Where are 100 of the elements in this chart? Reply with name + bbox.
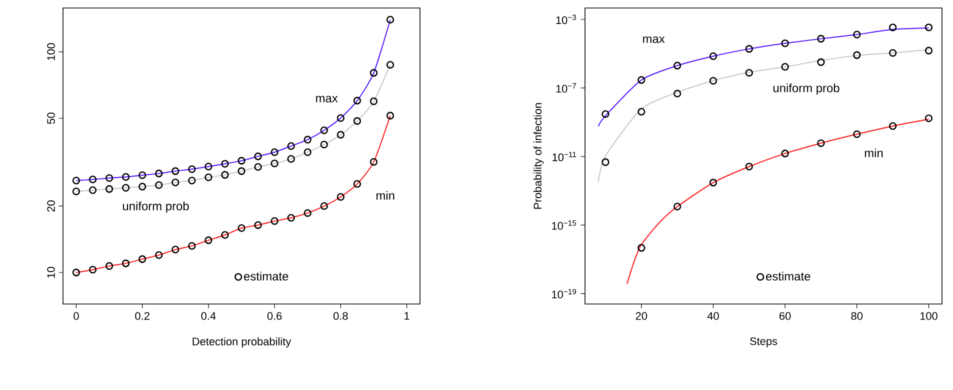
- point: [370, 97, 378, 106]
- point: [105, 262, 114, 270]
- x-tick-label: 40: [707, 312, 719, 320]
- point: [304, 136, 312, 144]
- line-series: [76, 19, 391, 182]
- point: [188, 176, 196, 184]
- point: [709, 52, 718, 60]
- point: [673, 90, 682, 98]
- series-label: max: [316, 96, 338, 102]
- legend-label: estimate: [244, 272, 288, 281]
- point: [105, 174, 114, 182]
- x-tick-label: 1: [404, 312, 410, 320]
- point: [88, 266, 97, 274]
- point: [924, 24, 933, 32]
- point: [817, 58, 825, 66]
- point: [853, 51, 861, 59]
- y-tick-label: 10: [47, 266, 55, 278]
- point: [638, 76, 646, 84]
- point: [221, 231, 229, 239]
- point: [188, 165, 196, 173]
- point: [320, 202, 328, 210]
- x-tick-label: 0.4: [201, 312, 216, 320]
- x-tick-label: 20: [636, 312, 648, 320]
- point: [204, 173, 212, 182]
- point: [287, 142, 295, 150]
- point: [238, 167, 246, 175]
- point: [304, 148, 312, 156]
- y-tick-label: 10$^{−7}$: [556, 83, 576, 93]
- y-tick-label: 50: [47, 112, 55, 124]
- point: [122, 173, 130, 181]
- series-label: min: [864, 148, 883, 158]
- text: max: [643, 36, 665, 44]
- x-axis-title: Detection probability: [192, 337, 292, 348]
- point: [781, 63, 789, 71]
- y-tick-label: 10$^{−3}$: [556, 14, 576, 24]
- point: [320, 126, 328, 134]
- point: [602, 158, 610, 166]
- point: [745, 162, 753, 170]
- x-tick-label: 100: [920, 312, 938, 320]
- point: [673, 62, 682, 70]
- line-series: [598, 49, 930, 182]
- point: [888, 49, 897, 57]
- point: [172, 178, 180, 186]
- point: [353, 96, 362, 104]
- point: [370, 158, 378, 166]
- point: [72, 188, 80, 196]
- point: [638, 244, 646, 252]
- point: [320, 140, 328, 148]
- line-series: [598, 28, 930, 127]
- point: [370, 69, 378, 77]
- point: [336, 130, 345, 139]
- point: [924, 114, 933, 122]
- point: [270, 160, 278, 168]
- point: [745, 45, 753, 53]
- y-tick-label: 20: [47, 200, 55, 212]
- point: [254, 152, 262, 160]
- legend-label: estimate: [766, 272, 810, 281]
- point: [221, 160, 229, 168]
- point: [673, 202, 682, 210]
- x-tick-label: 0.2: [135, 312, 150, 320]
- point: [138, 182, 146, 190]
- point: [221, 171, 229, 179]
- point: [172, 167, 180, 175]
- point: [72, 268, 80, 276]
- x-axis-title: Steps: [750, 337, 778, 348]
- y-tick-label: 10$^{−15}$: [552, 220, 576, 230]
- point: [336, 114, 345, 122]
- x-tick-label: 0.6: [267, 312, 282, 320]
- point: [270, 217, 278, 225]
- series-label: uniform prob: [122, 202, 189, 213]
- point: [304, 209, 312, 217]
- point: [122, 184, 130, 192]
- y-tick-label: 10$^{−11}$: [552, 152, 576, 162]
- y-tick-label: 10$^{−19}$: [552, 288, 576, 298]
- point: [386, 61, 394, 69]
- point: [602, 110, 610, 118]
- point: [853, 30, 861, 38]
- point: [924, 46, 933, 54]
- point: [386, 112, 394, 120]
- y-tick-label: 100: [47, 43, 55, 60]
- point: [709, 178, 718, 186]
- point: [353, 180, 362, 188]
- point: [853, 130, 861, 138]
- point: [353, 117, 362, 125]
- point: [72, 176, 80, 184]
- x-tick-label: 0: [74, 312, 79, 320]
- x-tick-label: 60: [780, 312, 791, 320]
- point: [188, 242, 196, 250]
- point: [238, 156, 246, 165]
- point: [709, 76, 718, 85]
- point: [204, 236, 212, 244]
- point: [88, 186, 97, 194]
- series-label: uniform prob: [773, 83, 840, 95]
- point: [254, 221, 262, 229]
- point: [287, 214, 295, 222]
- point: [817, 139, 825, 148]
- point: [888, 24, 897, 32]
- point: [270, 148, 278, 156]
- x-tick-label: 80: [851, 312, 863, 320]
- line-series: [76, 64, 391, 192]
